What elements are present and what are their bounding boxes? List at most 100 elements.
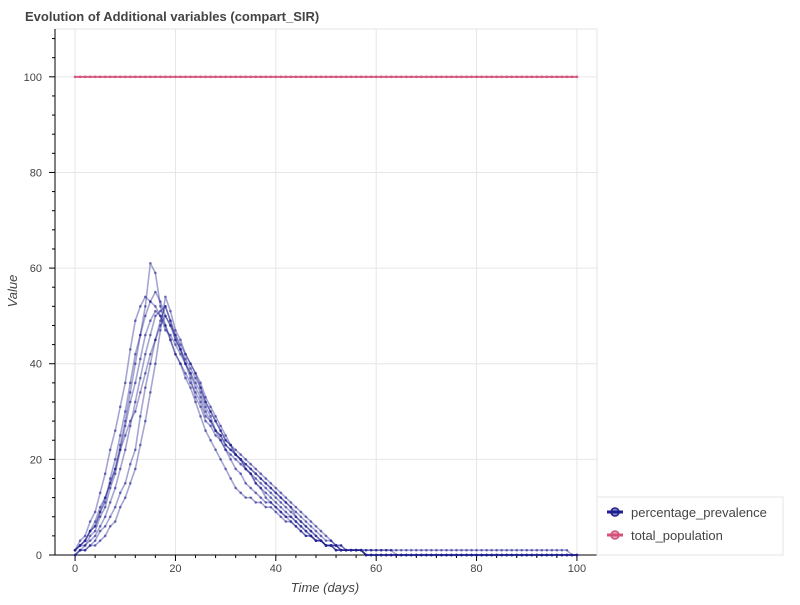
total-population-point: [329, 75, 333, 79]
grid: [54, 28, 598, 556]
prevalence-point: [505, 548, 508, 552]
prevalence-point: [249, 467, 253, 471]
prevalence-point: [214, 434, 217, 437]
prevalence-point: [239, 491, 242, 495]
legend-swatch-marker: [610, 530, 620, 540]
total-population-point: [149, 75, 152, 79]
total-population-point: [545, 75, 549, 79]
prevalence-point: [159, 328, 162, 332]
prevalence-point: [204, 400, 207, 404]
total-population-point: [399, 75, 403, 79]
prevalence-point: [189, 367, 192, 370]
total-population-point: [510, 75, 513, 79]
total-population-point: [339, 75, 343, 79]
legend-label: percentage_prevalence: [631, 505, 767, 520]
prevalence-point: [314, 534, 318, 538]
prevalence-point: [264, 496, 268, 499]
prevalence-point: [299, 520, 303, 523]
prevalence-point: [154, 314, 157, 318]
prevalence-point: [269, 496, 273, 499]
total-population-point: [379, 75, 383, 79]
prevalence-point: [159, 314, 162, 318]
prevalence-point: [209, 419, 212, 423]
prevalence-point: [324, 539, 328, 542]
prevalence-point: [314, 529, 318, 533]
prevalence-point: [349, 548, 353, 552]
prevalence-point: [139, 333, 142, 337]
prevalence-point: [329, 544, 333, 547]
prevalence-point: [379, 548, 383, 552]
total-population-point: [189, 75, 192, 79]
prevalence-point: [219, 424, 222, 428]
total-population-point: [455, 75, 458, 79]
total-population-point: [269, 75, 273, 79]
prevalence-point: [134, 448, 137, 452]
total-population-point: [264, 75, 268, 79]
prevalence-point: [460, 548, 463, 552]
prevalence-point: [169, 338, 172, 342]
total-population-point: [108, 75, 112, 79]
prevalence-point: [284, 501, 288, 504]
total-population-point: [500, 75, 503, 79]
prevalence-point: [359, 548, 363, 552]
total-population-point: [364, 75, 368, 79]
prevalence-point: [103, 501, 107, 504]
prevalence-point: [249, 462, 253, 466]
prevalence-point: [118, 467, 122, 471]
total-population-point: [445, 75, 448, 79]
prevalence-point: [425, 548, 428, 552]
prevalence-point: [88, 520, 92, 523]
prevalence-point: [515, 548, 518, 552]
prevalence-point: [108, 501, 112, 504]
total-population-point: [575, 75, 579, 79]
prevalence-point: [224, 448, 227, 452]
total-population-point: [289, 75, 293, 79]
total-population-point: [209, 75, 212, 79]
prevalence-point: [374, 548, 378, 552]
prevalence-point: [179, 343, 182, 346]
total-population-point: [485, 75, 488, 79]
prevalence-point: [154, 338, 157, 342]
prevalence-point: [139, 415, 142, 418]
prevalence-point: [485, 553, 488, 557]
prevalence-point: [194, 371, 197, 375]
prevalence-point: [118, 505, 122, 509]
prevalence-point: [510, 548, 513, 552]
prevalence-point: [93, 544, 97, 547]
total-population-point: [495, 75, 498, 79]
total-population-point: [410, 75, 413, 79]
prevalence-point: [445, 553, 448, 557]
prevalence-point: [73, 553, 77, 557]
prevalence-point: [179, 362, 182, 366]
prevalence-point: [259, 472, 263, 476]
prevalence-point: [224, 438, 227, 442]
prevalence-point: [334, 544, 338, 547]
prevalence-point: [555, 548, 559, 552]
prevalence-point: [98, 491, 102, 495]
total-population-point: [179, 75, 182, 79]
prevalence-point: [224, 434, 227, 437]
prevalence-point: [289, 501, 293, 504]
total-population-point: [435, 75, 438, 79]
prevalence-point: [144, 305, 147, 308]
prevalence-point: [525, 553, 529, 557]
prevalence-point: [319, 539, 323, 542]
prevalence-point: [234, 486, 237, 490]
prevalence-point: [405, 553, 408, 557]
prevalence-point: [189, 362, 192, 366]
prevalence-point: [289, 515, 293, 519]
total-population-point: [134, 75, 137, 79]
prevalence-point: [123, 410, 127, 413]
prevalence-point: [98, 515, 102, 519]
total-population-point: [103, 75, 107, 79]
prevalence-point: [269, 505, 273, 509]
prevalence-point: [279, 510, 283, 514]
prevalence-point: [88, 539, 92, 542]
prevalence-point: [144, 314, 147, 318]
total-population-point: [294, 75, 298, 79]
prevalence-point: [88, 534, 92, 538]
total-population-point: [535, 75, 539, 79]
prevalence-point: [344, 548, 348, 552]
prevalence-point: [279, 515, 283, 519]
